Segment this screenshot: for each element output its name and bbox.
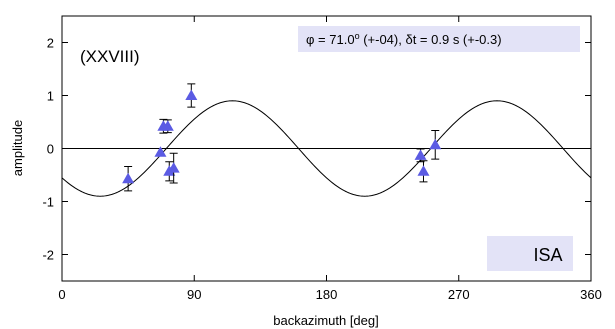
y-tick-label: 0 <box>47 142 54 157</box>
data-point-6 <box>167 152 180 184</box>
triangle-marker <box>185 89 198 100</box>
data-point-9 <box>417 160 430 183</box>
station-label: ISA <box>533 245 562 265</box>
annotation-text: φ = 71.0o (+-04), δt = 0.9 s (+-0.3) <box>306 31 502 47</box>
degree-superscript: o <box>355 31 360 41</box>
data-point-10 <box>429 129 442 160</box>
panel-label: (XXVIII) <box>80 47 140 66</box>
triangle-marker <box>414 149 427 160</box>
x-axis-label: backazimuth [deg] <box>273 313 379 328</box>
triangle-marker <box>417 165 430 176</box>
annotation-box <box>298 26 580 52</box>
triangle-marker <box>429 138 442 150</box>
station-box <box>487 236 573 271</box>
y-tick-label: -2 <box>42 248 54 263</box>
x-tick-label: 0 <box>58 287 65 302</box>
triangle-marker <box>161 120 174 131</box>
triangle-marker <box>167 162 180 173</box>
triangle-marker <box>154 146 167 157</box>
data-points <box>122 83 442 192</box>
y-tick-label: -1 <box>42 195 54 210</box>
dt-value: t = 0.9 s (+-0.3) <box>413 32 502 47</box>
data-point-7 <box>185 83 198 108</box>
phi-value: = 71.0 <box>314 32 354 47</box>
data-point-1 <box>122 166 135 192</box>
phi-error: (+-04), <box>360 32 406 47</box>
x-tick-label: 180 <box>316 287 338 302</box>
x-tick-label: 270 <box>448 287 470 302</box>
y-tick-label: 1 <box>47 89 54 104</box>
phi-symbol: φ <box>306 32 314 47</box>
y-tick-label: 2 <box>47 36 54 51</box>
x-tick-label: 360 <box>580 287 602 302</box>
plot-frame <box>61 15 592 282</box>
dt-symbol: δ <box>405 32 412 47</box>
data-point-4 <box>161 119 174 134</box>
y-axis-label: amplitude <box>10 120 25 176</box>
x-tick-label: 90 <box>187 287 201 302</box>
data-point-2 <box>154 146 167 157</box>
fit-curve <box>62 100 591 197</box>
axis-ticks: 0 90 180 270 360 -2 -1 0 1 2 <box>42 16 602 302</box>
triangle-marker <box>122 172 135 184</box>
